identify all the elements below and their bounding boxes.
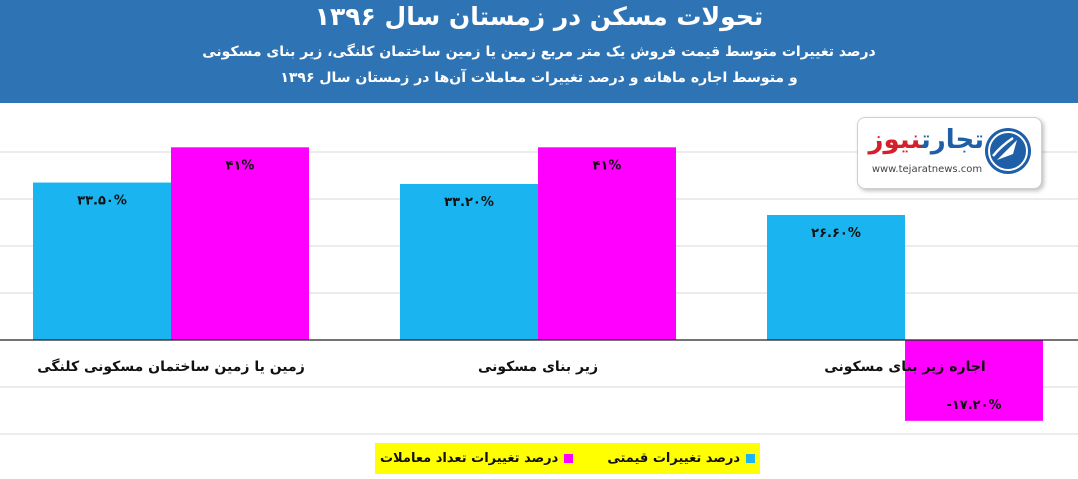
chart-subtitle-line2: و متوسط اجاره ماهانه و درصد تغییرات معام… (280, 70, 798, 86)
chart-header: تحولات مسکن در زمستان سال ۱۳۹۶ درصد تغیی… (0, 0, 1078, 103)
logo-mark-icon (985, 128, 1031, 174)
legend-item-transactions-change: درصد تغییرات تعداد معاملات (379, 451, 574, 466)
chart-title: تحولات مسکن در زمستان سال ۱۳۹۶ (314, 2, 764, 31)
bars-group (33, 147, 1043, 421)
bar-transactions-change-1 (538, 147, 676, 340)
logo-url: www.tejaratnews.com (871, 164, 983, 175)
category-label-0: زمین یا زمین ساختمان مسکونی کلنگی (37, 358, 305, 375)
logo-name-part2: نیوز (868, 125, 922, 155)
data-label-transactions-change-1: ۴۱% (593, 158, 622, 173)
bar-chart: ۳۳.۵۰% ۴۱% ۳۳.۲۰% ۴۱% ۲۶.۶۰% -۱۷.۲۰% زمین یا … (0, 147, 1078, 435)
legend-label-price-change: درصد تغییرات قیمتی (607, 451, 741, 466)
tejaratnews-logo: تجارتنیوز www.tejaratnews.com (857, 117, 1042, 189)
bar-transactions-change-0 (171, 147, 309, 340)
category-labels-group: زمین یا زمین ساختمان مسکونی کلنگی زیر بنا… (37, 358, 985, 375)
logo-name-part1: تجارت (921, 125, 984, 155)
data-label-price-change-2: ۲۶.۶۰% (811, 226, 861, 241)
legend-swatch-blue (746, 454, 756, 463)
chart-legend: درصد تغییرات قیمتی درصد تغییرات تعداد مع… (375, 443, 760, 474)
category-label-2: اجاره زیر بنای مسکونی (824, 359, 985, 375)
data-label-transactions-change-0: ۴۱% (226, 158, 255, 173)
legend-item-price-change: درصد تغییرات قیمتی (607, 451, 756, 466)
bar-transactions-change-2 (905, 340, 1043, 421)
legend-label-transactions-change: درصد تغییرات تعداد معاملات (379, 451, 559, 466)
logo-wordmark: تجارتنیوز (866, 124, 985, 156)
chart-subtitle-line1: درصد تغییرات متوسط قیمت فروش یک متر مربع… (202, 44, 876, 60)
data-labels-group: ۳۳.۵۰% ۴۱% ۳۳.۲۰% ۴۱% ۲۶.۶۰% -۱۷.۲۰% (77, 158, 1001, 413)
bar-price-change-0 (33, 182, 171, 340)
data-label-transactions-change-2: -۱۷.۲۰% (946, 398, 1001, 413)
category-label-1: زیر بنای مسکونی (478, 359, 598, 375)
bar-price-change-2 (767, 214, 905, 340)
data-label-price-change-0: ۳۳.۵۰% (77, 194, 127, 209)
data-label-price-change-1: ۳۳.۲۰% (444, 195, 494, 210)
bar-price-change-1 (400, 183, 538, 340)
legend-swatch-magenta (564, 454, 574, 463)
